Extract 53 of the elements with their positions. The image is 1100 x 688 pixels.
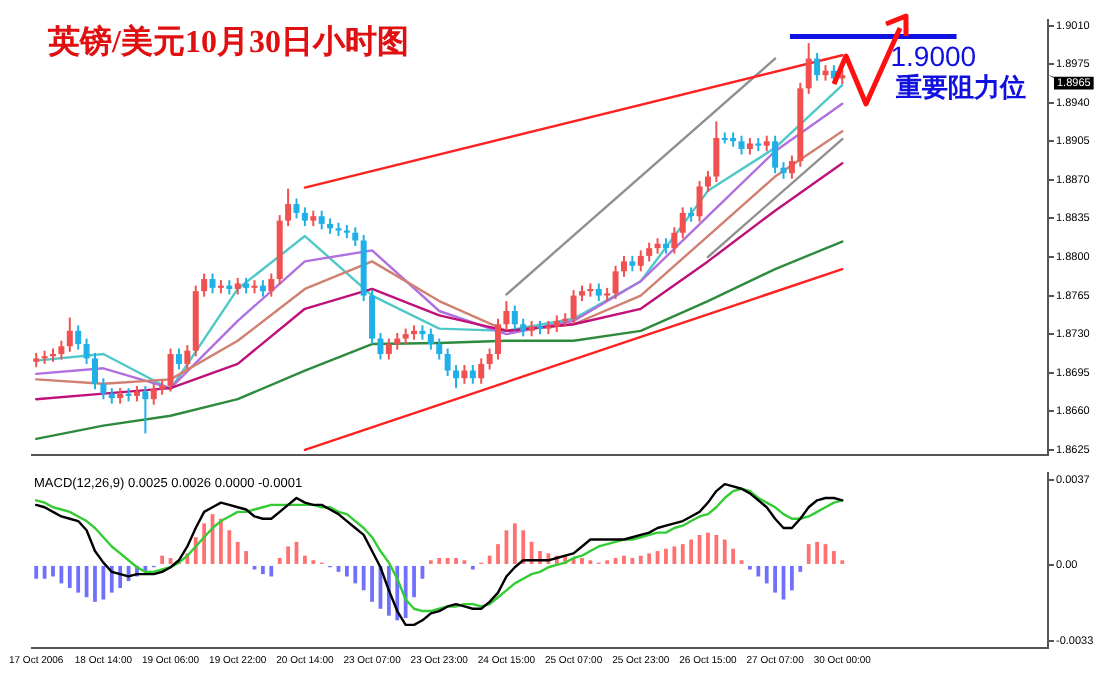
candlestick [377, 332, 384, 361]
candlestick [91, 351, 98, 391]
candlestick [453, 364, 460, 390]
candlestick [167, 347, 174, 393]
candlestick [318, 209, 325, 231]
candlestick [671, 226, 678, 255]
candlestick [486, 347, 493, 371]
candlestick [75, 324, 82, 351]
candlestick [788, 154, 795, 180]
candlestick [503, 300, 510, 331]
candlestick [461, 364, 468, 385]
candlestick [495, 317, 502, 361]
candlestick [385, 337, 392, 361]
candlestick [469, 364, 476, 385]
candlestick [175, 347, 182, 371]
candlestick [620, 254, 627, 278]
candlestick [184, 344, 191, 371]
candlestick [268, 272, 275, 298]
candlestick [58, 339, 65, 361]
candlestick [100, 377, 107, 401]
candlestick [142, 384, 149, 435]
candlestick [587, 282, 594, 298]
annotation: 重要阻力位 [893, 72, 1026, 103]
candlestick [201, 272, 208, 298]
candlestick [646, 241, 653, 263]
candlestick [150, 382, 157, 406]
candlestick [713, 120, 720, 184]
candlestick [738, 134, 745, 156]
candlestick [696, 179, 703, 223]
candlestick [49, 347, 56, 363]
candlestick [293, 197, 300, 220]
candlestick [83, 337, 90, 365]
candlestick [511, 304, 518, 331]
candlestick [436, 337, 443, 361]
candlestick [444, 347, 451, 378]
candlestick [427, 327, 434, 351]
candlestick [352, 226, 359, 247]
candlestick [478, 357, 485, 385]
candlestick [805, 42, 812, 95]
candlestick [704, 170, 711, 193]
candlestick [679, 206, 686, 240]
candlestick [66, 316, 73, 353]
candlestick [612, 264, 619, 300]
candlestick [285, 187, 292, 228]
candlestick [209, 272, 216, 295]
candlestick [637, 249, 644, 273]
candlestick [814, 52, 821, 82]
ref-line-label: 1.9000 [890, 40, 977, 73]
candlestick [570, 289, 577, 326]
chart-title: 英镑/美元10月30日小时图 [46, 22, 409, 61]
candlestick [772, 134, 779, 175]
candlestick [369, 289, 376, 346]
candlestick [301, 206, 308, 228]
